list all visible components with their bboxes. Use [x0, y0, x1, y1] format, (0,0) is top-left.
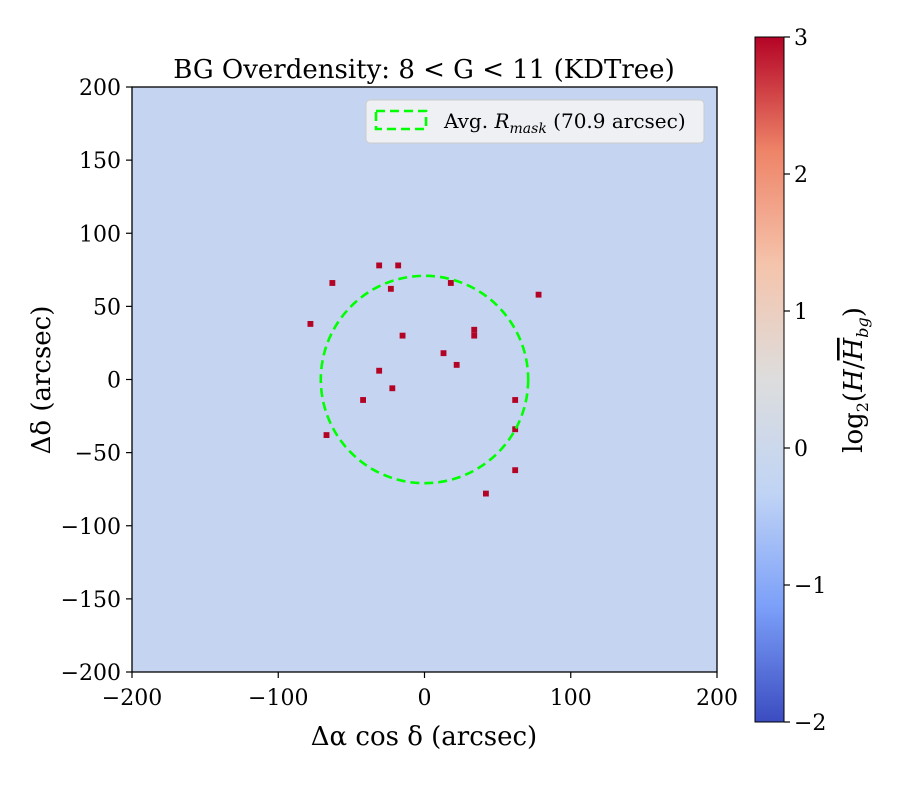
heatmap-hot-pixels — [307, 262, 542, 497]
legend-label: Avg. Rmask (70.9 arcsec) — [443, 109, 686, 137]
legend-swatch — [374, 109, 428, 131]
colorbar-label-fn-sub: 2 — [853, 402, 872, 412]
colorbar-label-fn: log — [839, 412, 869, 453]
heatmap-cell-3 — [387, 285, 394, 292]
colorbar-tick-label-0: −2 — [794, 711, 826, 736]
colorbar-label-close: ) — [839, 307, 869, 317]
x-axis-label: Δα cos δ (arcsec) — [311, 722, 537, 752]
heatmap-cell-12 — [376, 367, 383, 374]
heatmap-cell-13 — [389, 385, 396, 392]
heatmap-cell-8 — [471, 326, 478, 333]
y-axis-ticks: −200 −150 −100 −50 0 50 100 150 200 — [61, 76, 132, 686]
y-tick-label-4: 0 — [107, 369, 121, 394]
heatmap-cell-0 — [376, 262, 383, 269]
y-tick-label-8: 200 — [79, 76, 121, 101]
colorbar — [754, 36, 785, 723]
colorbar-label-den-sub: bg — [853, 317, 872, 337]
x-tick-label-1: −100 — [248, 686, 308, 711]
heatmap-cell-9 — [471, 332, 478, 339]
colorbar-tick-label-2: 0 — [794, 437, 808, 462]
colorbar-label: log2(H/Hbg) — [839, 307, 872, 453]
x-tick-label-0: −200 — [102, 686, 162, 711]
y-tick-label-5: 50 — [93, 295, 121, 320]
x-tick-label-2: 0 — [418, 686, 432, 711]
y-tick-label-3: −50 — [75, 442, 121, 467]
heatmap-cell-17 — [512, 426, 519, 433]
colorbar-label-slash: / — [839, 360, 869, 369]
mask-radius-circle — [319, 274, 530, 485]
heatmap-cell-16 — [323, 432, 330, 438]
heatmap-cell-18 — [512, 467, 519, 474]
legend: Avg. Rmask (70.9 arcsec) — [365, 99, 705, 144]
heatmap-cell-10 — [440, 350, 447, 357]
heatmap-cell-1 — [395, 262, 402, 269]
legend-box — [365, 99, 705, 144]
y-tick-label-0: −200 — [61, 661, 121, 686]
colorbar-tick-label-3: 1 — [794, 300, 808, 325]
legend-label-suffix: (70.9 arcsec) — [547, 109, 686, 133]
legend-label-sub: mask — [510, 121, 547, 137]
legend-label-prefix: Avg. — [443, 109, 494, 133]
y-tick-label-6: 100 — [79, 222, 121, 247]
heatmap-cell-5 — [535, 291, 542, 298]
colorbar-tick-label-4: 2 — [794, 163, 808, 188]
y-tick-label-1: −150 — [61, 588, 121, 613]
heatmap-cell-6 — [307, 321, 314, 327]
x-axis-ticks: −200 −100 0 100 200 — [102, 672, 738, 711]
heatmap-cell-7 — [399, 332, 406, 339]
heatmap-cell-19 — [483, 490, 489, 497]
heatmap-cell-11 — [453, 361, 460, 368]
heatmap-cell-15 — [512, 397, 519, 403]
heatmap-cell-14 — [360, 397, 366, 403]
y-tick-label-7: 150 — [79, 149, 121, 174]
legend-label-var: R — [493, 109, 509, 133]
heatmap-background — [132, 87, 717, 672]
x-tick-label-4: 200 — [696, 686, 738, 711]
colorbar-tick-label-1: −1 — [794, 574, 826, 599]
x-tick-label-3: 100 — [550, 686, 592, 711]
chart-title: BG Overdensity: 8 < G < 11 (KDTree) — [173, 55, 674, 85]
colorbar-ticks: −2 −1 0 1 2 3 — [784, 26, 826, 736]
y-axis-label: Δδ (arcsec) — [27, 306, 57, 455]
colorbar-label-den: H — [839, 336, 869, 361]
colorbar-label-num: H — [839, 368, 869, 393]
colorbar-label-open: ( — [839, 392, 869, 402]
colorbar-tick-label-5: 3 — [794, 26, 808, 51]
heatmap-cell-4 — [447, 280, 454, 286]
heatmap-cell-2 — [329, 280, 336, 286]
y-tick-label-2: −100 — [61, 515, 121, 540]
